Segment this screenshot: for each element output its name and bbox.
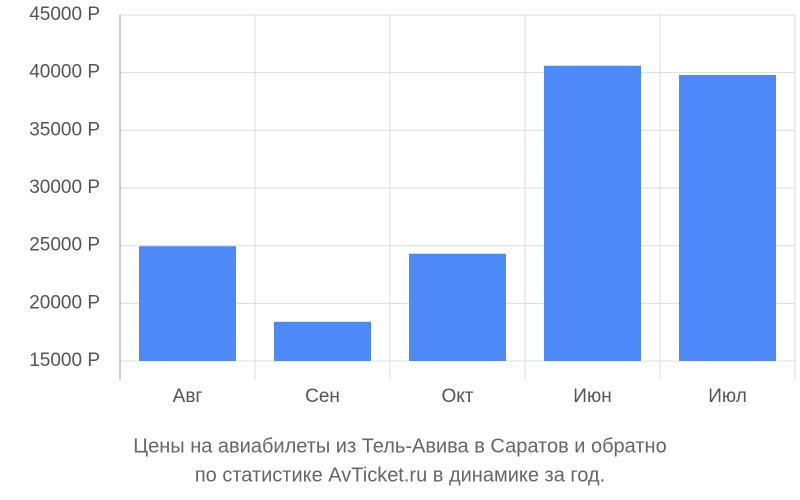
y-tick-label: 20000 Р: [29, 292, 100, 313]
y-tick-label: 25000 Р: [29, 235, 100, 256]
y-tick-label: 45000 Р: [29, 4, 100, 25]
x-tick-label: Июн: [573, 386, 611, 407]
x-tick-label: Сен: [305, 386, 340, 407]
y-tick-label: 35000 Р: [29, 119, 100, 140]
x-tick-label: Авг: [173, 386, 203, 407]
bar: [679, 74, 776, 362]
y-tick-label: 40000 Р: [29, 62, 100, 83]
chart-title: по статистике AvTicket.ru в динамике за …: [195, 464, 605, 486]
x-tick-label: Июл: [708, 386, 747, 407]
bar: [544, 65, 641, 361]
bar: [139, 246, 236, 361]
y-tick-label: 15000 Р: [29, 350, 100, 371]
bar: [274, 321, 371, 361]
chart-title: Цены на авиабилеты из Тель-Авива в Сарат…: [133, 435, 666, 457]
bar: [409, 253, 506, 361]
y-tick-label: 30000 Р: [29, 177, 100, 198]
x-tick-label: Окт: [441, 386, 473, 407]
